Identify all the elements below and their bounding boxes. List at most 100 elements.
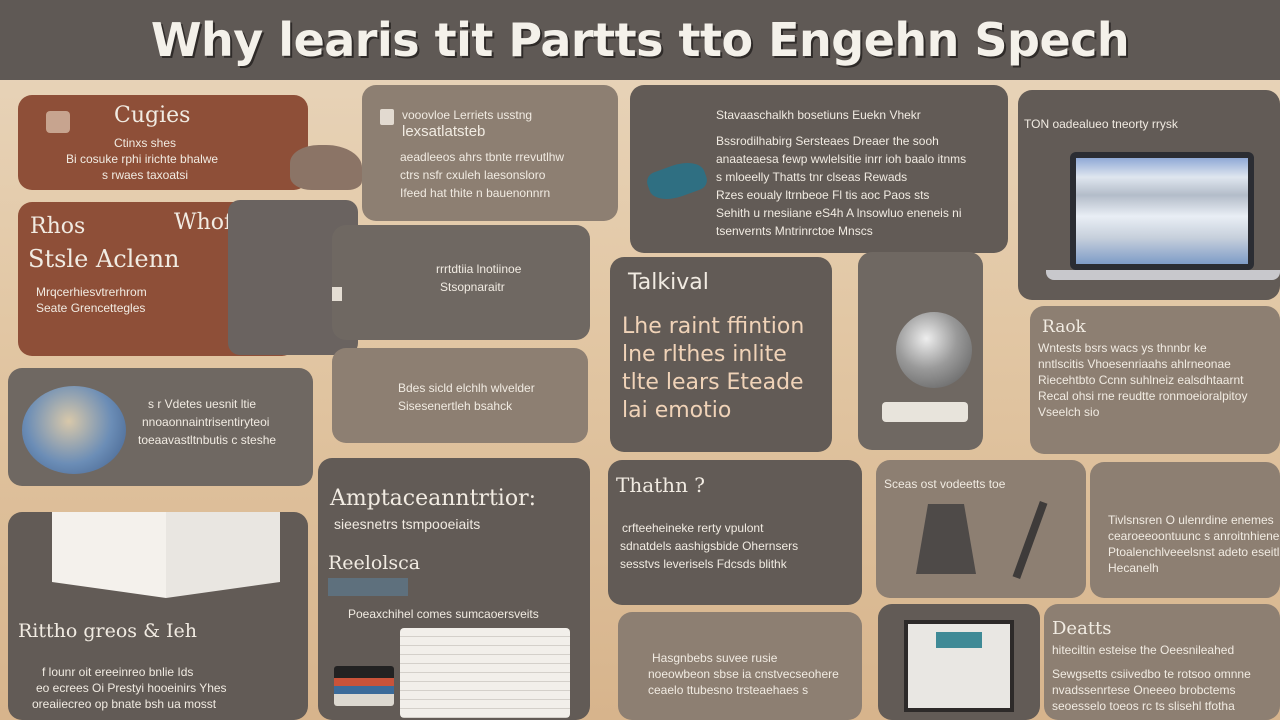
- pen-icon: [1012, 501, 1048, 579]
- tile-heading: Rhos: [30, 214, 86, 239]
- tile-line: rrrtdtiia lnotiinoe: [436, 262, 522, 276]
- tile-heading: Deatts: [1052, 618, 1112, 639]
- tile-line: Bssrodilhabirg Sersteaes Dreaer the sooh: [716, 134, 939, 148]
- tile-headphone: [858, 252, 983, 450]
- tile-heading: Thathn ?: [616, 473, 706, 497]
- tile-line: Lhe raint ffintion: [622, 314, 805, 339]
- tile-cugies: Cugies Ctinxs shes Bi cosuke rphi iricht…: [18, 95, 308, 190]
- tile-header: TON oadealueo tneorty rrysk: [1024, 117, 1178, 131]
- tile-heading: Cugies: [114, 103, 191, 128]
- tile-line: lai emotio: [622, 398, 732, 423]
- tile-line: Seate Grencettegles: [36, 301, 146, 315]
- tile-line: Hecanelh: [1108, 561, 1159, 575]
- tile-line: Recal ohsi rne reudtte ronmoeioralpitoy: [1038, 389, 1248, 403]
- tile-line: nnoaonnaintrisentiryteoi: [142, 415, 270, 429]
- tile-header: Sceas ost vodeetts toe: [884, 477, 1006, 491]
- tile-line: crfteeheineke rerty vpulont: [622, 521, 764, 535]
- tile-heading: Talkival: [628, 270, 709, 295]
- stand-icon: [882, 402, 968, 422]
- tile-line: nntlscitis Vhoesenriaahs ahlrneonae: [1038, 357, 1231, 371]
- tile-thathn: Thathn ? crfteeheineke rerty vpulont sdn…: [608, 460, 862, 605]
- tile-line: noeowbeon sbse ia cnstvecseohere: [648, 667, 839, 681]
- tile-line: sdnatdels aashigsbide Ohernsers: [620, 539, 799, 553]
- funnel-icon: [916, 504, 976, 574]
- tile-ton: TON oadealueo tneorty rrysk: [1018, 90, 1280, 300]
- tile-line: Rzes eoualy ltrnbeoe Fl tis aoc Paos sts: [716, 188, 930, 202]
- tile-line: lne rlthes inlite: [622, 342, 787, 367]
- papers-icon: [400, 628, 570, 718]
- feather-icon: [644, 156, 710, 206]
- tile-deatts: Deatts hiteciltin esteise the Oeesnileah…: [1044, 604, 1280, 720]
- screen-icon: [904, 620, 1014, 712]
- tile-stavaaschal: Stavaaschalkh bosetiuns Euekn Vhekr Bssr…: [630, 85, 1008, 253]
- globe-icon: [22, 386, 126, 474]
- tile-heading: Raok: [1042, 317, 1086, 337]
- tile-heading: Reelolsca: [328, 552, 421, 574]
- tile-line: Ctinxs shes: [114, 136, 177, 150]
- title-bar: Why learis tit Partts tto Engehn Spech: [0, 0, 1280, 80]
- tile-header: vooovloe Lerriets usstng: [402, 108, 533, 122]
- tool-icon: [46, 111, 70, 133]
- page-title: Why learis tit Partts tto Engehn Spech: [150, 13, 1130, 67]
- tile-line: ctrs nsfr cxuleh laesonsloro: [400, 168, 546, 182]
- tile-header: Stavaaschalkh bosetiuns Euekn Vhekr: [716, 108, 921, 122]
- tile-line: nvadssenrtese Oneeeo brobctems: [1052, 683, 1236, 697]
- tile-line: Bdes sicld elchlh wlvelder: [398, 381, 535, 395]
- tile-line: Bi cosuke rphi irichte bhalwe: [66, 152, 219, 166]
- tile-line: eo ecrees Oi Prestyi hooeinirs Yhes: [36, 681, 227, 695]
- tile-line: Hasgnbebs suvee rusie: [652, 651, 778, 665]
- tile-line: Riecehtbto Ccnn suhlneiz ealsdhtaarnt: [1038, 373, 1244, 387]
- tile-line: tsenvernts Mntrinrctoe Mnscs: [716, 224, 873, 238]
- tile-line: Ifeed hat thite n bauenonnrn: [400, 186, 551, 200]
- tile-book: Rittho greos & Ieh f lounr oit ereeinreo…: [8, 512, 308, 720]
- tile-line: seoesselo toeos rc ts slisehl tfotha: [1052, 699, 1235, 713]
- tile-line: sesstvs leverisels Fdcsds blithk: [620, 557, 787, 571]
- tile-line: ceaelo ttubesno trsteaehaes s: [648, 683, 809, 697]
- tile-heading: Stsle Aclenn: [28, 245, 180, 273]
- tile-line: s r Vdetes uesnit ltie: [148, 397, 257, 411]
- tile-j: Bdes sicld elchlh wlvelder Sisesenertleh…: [332, 348, 588, 443]
- tile-globe: s r Vdetes uesnit ltie nnoaonnaintrisent…: [8, 368, 313, 486]
- tile-line: f lounr oit ereeinreo bnlie Ids: [42, 665, 194, 679]
- tile-line: Sisesenertleh bsahck: [398, 399, 513, 413]
- tile-header: lexsatlatsteb: [402, 123, 486, 140]
- tile-line: Ptoalenchlveeelsnst adeto eseitles: [1108, 545, 1280, 559]
- tile-line: tlte lears Eteade: [622, 370, 804, 395]
- tile-line: Sehith u rnesiiane eS4h A lnsowluo enene…: [716, 206, 962, 220]
- stack-icon: [334, 666, 394, 706]
- tile-raok: Raok Wntests bsrs wacs ys thnnbr ke nntl…: [1030, 306, 1280, 454]
- tile-tools: Sceas ost vodeetts toe: [876, 460, 1086, 598]
- tile-line: Wntests bsrs wacs ys thnnbr ke: [1038, 341, 1207, 355]
- highlight-bar: [328, 578, 408, 596]
- tile-m: Tivlsnsren O ulenrdine enemes cearoeeoon…: [1090, 462, 1280, 598]
- tile-heading: Amptaceanntrtior:: [330, 486, 536, 511]
- brown-blob: [290, 145, 362, 190]
- tile-line: aeadleeos ahrs tbnte rrevutlhw: [400, 150, 565, 164]
- tile-line: cearoeeoontuunc s anroitnhiene: [1108, 529, 1280, 543]
- tile-line: Stsopnaraitr: [440, 280, 505, 294]
- tile-footer: Poeaxchihel comes sumcaoersveits: [348, 607, 539, 621]
- headphone-icon: [896, 312, 972, 388]
- tile-f: rrrtdtiia lnotiinoe Stsopnaraitr: [332, 225, 590, 340]
- tile-subheading: sieesnetrs tsmpooeiaits: [334, 516, 481, 532]
- tile-line: hiteciltin esteise the Oeesnileahed: [1052, 643, 1235, 657]
- tile-talkival: Talkival Lhe raint ffintion lne rlthes i…: [610, 257, 832, 452]
- tile-amptaceanntrtior: Amptaceanntrtior: sieesnetrs tsmpooeiait…: [318, 458, 590, 720]
- tile-line: oreaiiecreo op bnate bsh ua mosst: [32, 697, 217, 711]
- tile-line: Sewgsetts csiivedbo te rotsoo omnne: [1052, 667, 1251, 681]
- tile-line: s rwaes taxoatsi: [102, 168, 189, 182]
- tile-line: Vseelch sio: [1038, 405, 1100, 419]
- tile-line: Mrqcerhiesvtrerhrom: [36, 285, 147, 299]
- book-icon: [380, 109, 394, 125]
- tile-screen: [878, 604, 1040, 720]
- tile-line: toeaavastltnbutis c steshe: [138, 433, 277, 447]
- tile-line: anaateaesa fewp wwlelsitie inrr ioh baal…: [716, 152, 967, 166]
- tile-heading: Rittho greos & Ieh: [18, 620, 198, 642]
- tile-p: Hasgnbebs suvee rusie noeowbeon sbse ia …: [618, 612, 862, 720]
- tile-line: s mloeelly Thatts tnr clseas Rewads: [716, 170, 908, 184]
- tile-line: Tivlsnsren O ulenrdine enemes: [1108, 513, 1274, 527]
- open-book-icon: [52, 512, 280, 604]
- laptop-base: [1046, 270, 1280, 280]
- laptop-icon: [1070, 152, 1254, 270]
- flag-icon: [332, 287, 342, 301]
